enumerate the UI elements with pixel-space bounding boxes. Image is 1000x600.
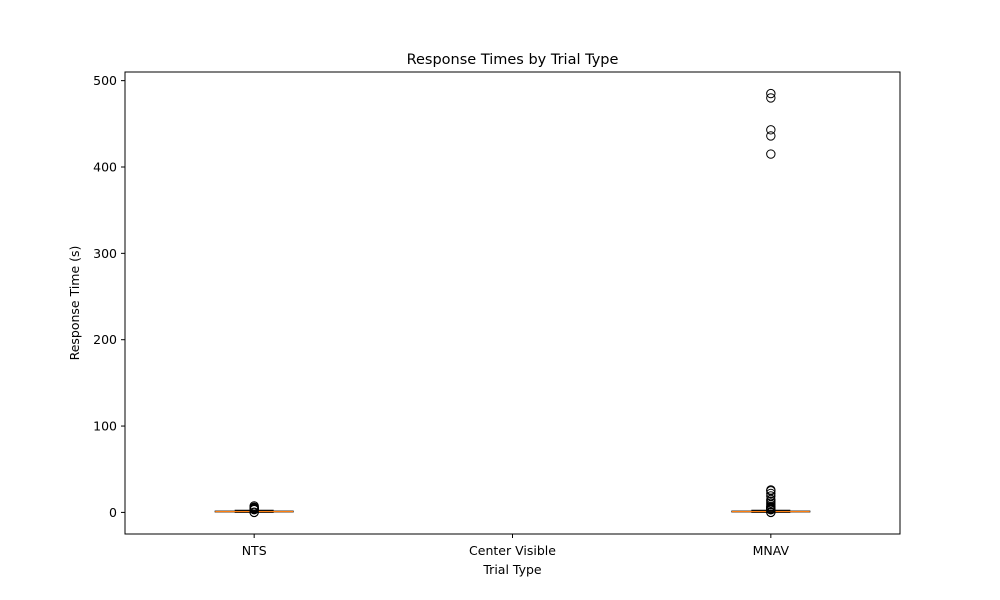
x-tick-label: MNAV [753, 543, 790, 558]
y-tick-label: 300 [93, 246, 117, 261]
x-tick-label: Center Visible [469, 543, 556, 558]
plot-area [125, 72, 900, 534]
outlier-point [766, 131, 776, 141]
x-axis: NTS Center Visible MNAV [242, 534, 790, 558]
outlier-point [766, 93, 776, 103]
chart-title: Response Times by Trial Type [407, 52, 619, 68]
plot-frame [124, 71, 901, 535]
x-tick-label: NTS [242, 543, 267, 558]
y-axis: 0 100 200 300 400 500 [93, 73, 125, 520]
y-tick-label: 0 [109, 505, 117, 520]
outlier-point [766, 149, 776, 159]
x-axis-label: Trial Type [482, 562, 542, 577]
y-tick-label: 200 [93, 332, 117, 347]
outlier-point [249, 505, 259, 515]
outlier-point [766, 125, 776, 135]
outlier-point [766, 505, 776, 515]
outlier-point [766, 488, 776, 499]
outlier-point [766, 507, 776, 518]
box-series [214, 88, 811, 518]
y-axis-label: Response Time (s) [67, 246, 82, 361]
y-tick-label: 100 [93, 419, 117, 434]
y-tick-label: 500 [93, 73, 117, 88]
outlier-point [249, 507, 259, 518]
y-tick-label: 400 [93, 159, 117, 174]
outlier-point [766, 88, 776, 99]
